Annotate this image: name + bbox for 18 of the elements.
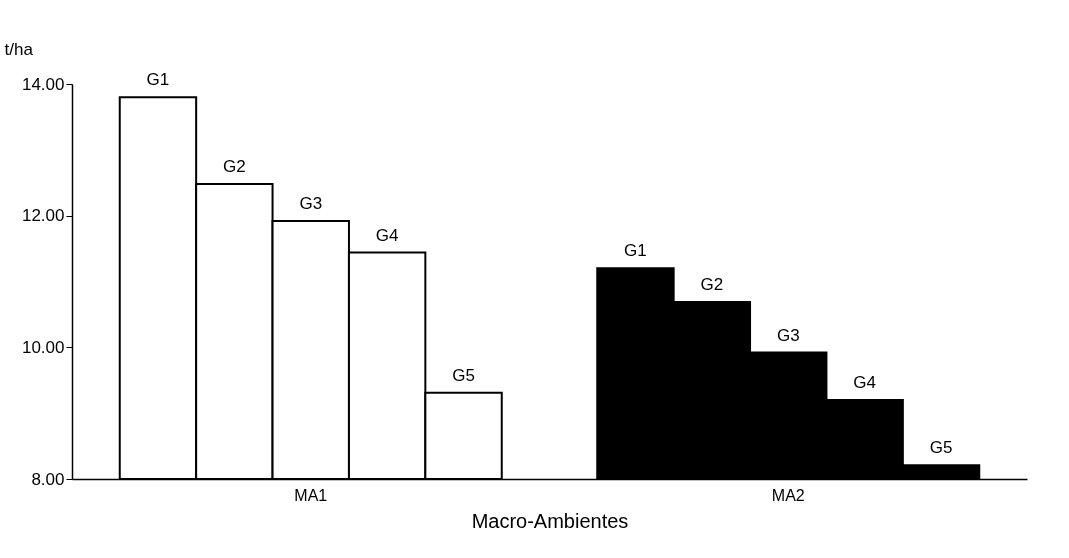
series-label: G5 [452, 365, 475, 385]
text: G2 [700, 274, 724, 294]
series-label: G1 [146, 70, 170, 90]
x-tick-label: MA1 [294, 486, 328, 504]
y-tick-label: 12.00 [21, 206, 65, 226]
x-tick-label: MA2 [771, 486, 805, 504]
series-label: G2 [223, 157, 246, 177]
text: G4 [853, 373, 876, 392]
y-tick-label: 8.00 [31, 469, 65, 489]
text: G5 [929, 438, 953, 458]
series-label: G4 [375, 225, 399, 245]
series-label: G3 [299, 193, 323, 213]
text: G3 [776, 325, 800, 345]
y-tick-label: 14.00 [21, 74, 65, 94]
x-axis-title: Macro-Ambientes [471, 509, 629, 532]
text: G1 [624, 241, 647, 261]
y-axis-title: t/ha [4, 39, 34, 59]
y-tick-label: 10.00 [21, 337, 65, 357]
